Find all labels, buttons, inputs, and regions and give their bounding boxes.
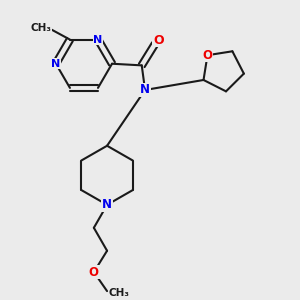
Text: N: N xyxy=(140,83,150,97)
Text: CH₃: CH₃ xyxy=(108,288,129,298)
Text: O: O xyxy=(153,34,164,46)
Text: N: N xyxy=(93,34,103,45)
Text: CH₃: CH₃ xyxy=(31,23,52,33)
Text: O: O xyxy=(202,49,212,62)
Text: N: N xyxy=(102,198,112,211)
Text: N: N xyxy=(51,59,61,69)
Text: O: O xyxy=(89,266,99,279)
